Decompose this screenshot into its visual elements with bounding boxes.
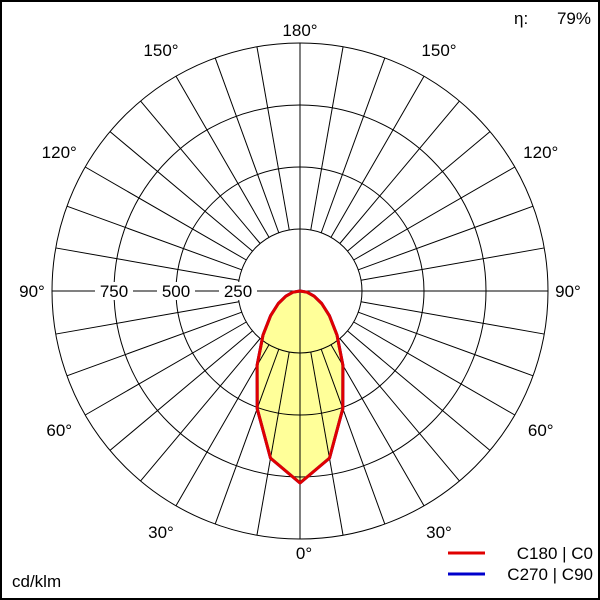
radial-line-310 — [109, 330, 253, 451]
radial-line-320 — [140, 338, 261, 482]
radial-tick-label: 750 — [100, 282, 128, 301]
radial-line-130 — [347, 131, 491, 252]
radial-line-170 — [310, 46, 344, 231]
tick-label-bg — [157, 282, 195, 300]
radial-line-60 — [353, 321, 516, 416]
radial-line-240 — [84, 166, 247, 261]
angle-label-right: 150° — [421, 41, 456, 60]
efficiency-value: 79% — [557, 9, 591, 28]
radial-line-80 — [360, 301, 545, 335]
angle-label-right: 60° — [528, 421, 554, 440]
radial-line-280 — [55, 301, 240, 335]
curve-1 — [255, 289, 345, 485]
tick-label-bg — [95, 282, 133, 300]
radial-line-40 — [339, 338, 460, 482]
radial-line-260 — [55, 247, 240, 281]
angle-label-left: 30° — [148, 523, 174, 542]
radial-line-340 — [214, 349, 280, 525]
radial-line-160 — [320, 57, 386, 233]
efficiency-label: η: — [514, 9, 528, 28]
radial-line-120 — [353, 166, 516, 261]
radial-line-290 — [66, 311, 242, 377]
radial-line-220 — [140, 100, 261, 244]
angle-label-right: 30° — [426, 523, 452, 542]
angle-label-left: 90° — [19, 282, 45, 301]
radial-line-10 — [310, 351, 344, 536]
radial-line-210 — [175, 75, 270, 238]
radial-line-350 — [256, 351, 290, 536]
angle-label-left: 120° — [42, 143, 77, 162]
radial-line-140 — [339, 100, 460, 244]
radial-tick-label: 500 — [162, 282, 190, 301]
angle-label-left: 60° — [46, 421, 72, 440]
radial-line-190 — [256, 46, 290, 231]
angle-label-right: 90° — [555, 282, 581, 301]
angle-label-top: 180° — [282, 21, 317, 40]
radial-line-20 — [320, 349, 386, 525]
radial-line-50 — [347, 330, 491, 451]
unit-label: cd/klm — [12, 572, 61, 591]
radial-line-200 — [214, 57, 280, 233]
radial-line-70 — [358, 311, 534, 377]
angle-label-right: 120° — [523, 143, 558, 162]
angle-label-left: 150° — [143, 41, 178, 60]
radial-line-30 — [330, 344, 425, 507]
legend-label: C270 | C90 — [507, 565, 593, 584]
radial-line-100 — [360, 247, 545, 281]
radial-line-300 — [84, 321, 247, 416]
tick-label-bg — [219, 282, 257, 300]
radial-line-230 — [109, 131, 253, 252]
radial-line-330 — [175, 344, 270, 507]
angle-label-bottom: 0° — [296, 544, 312, 563]
legend-label: C180 | C0 — [517, 544, 593, 563]
radial-line-250 — [66, 205, 242, 271]
radial-line-110 — [358, 205, 534, 271]
radial-tick-label: 250 — [224, 282, 252, 301]
radial-line-150 — [330, 75, 425, 238]
